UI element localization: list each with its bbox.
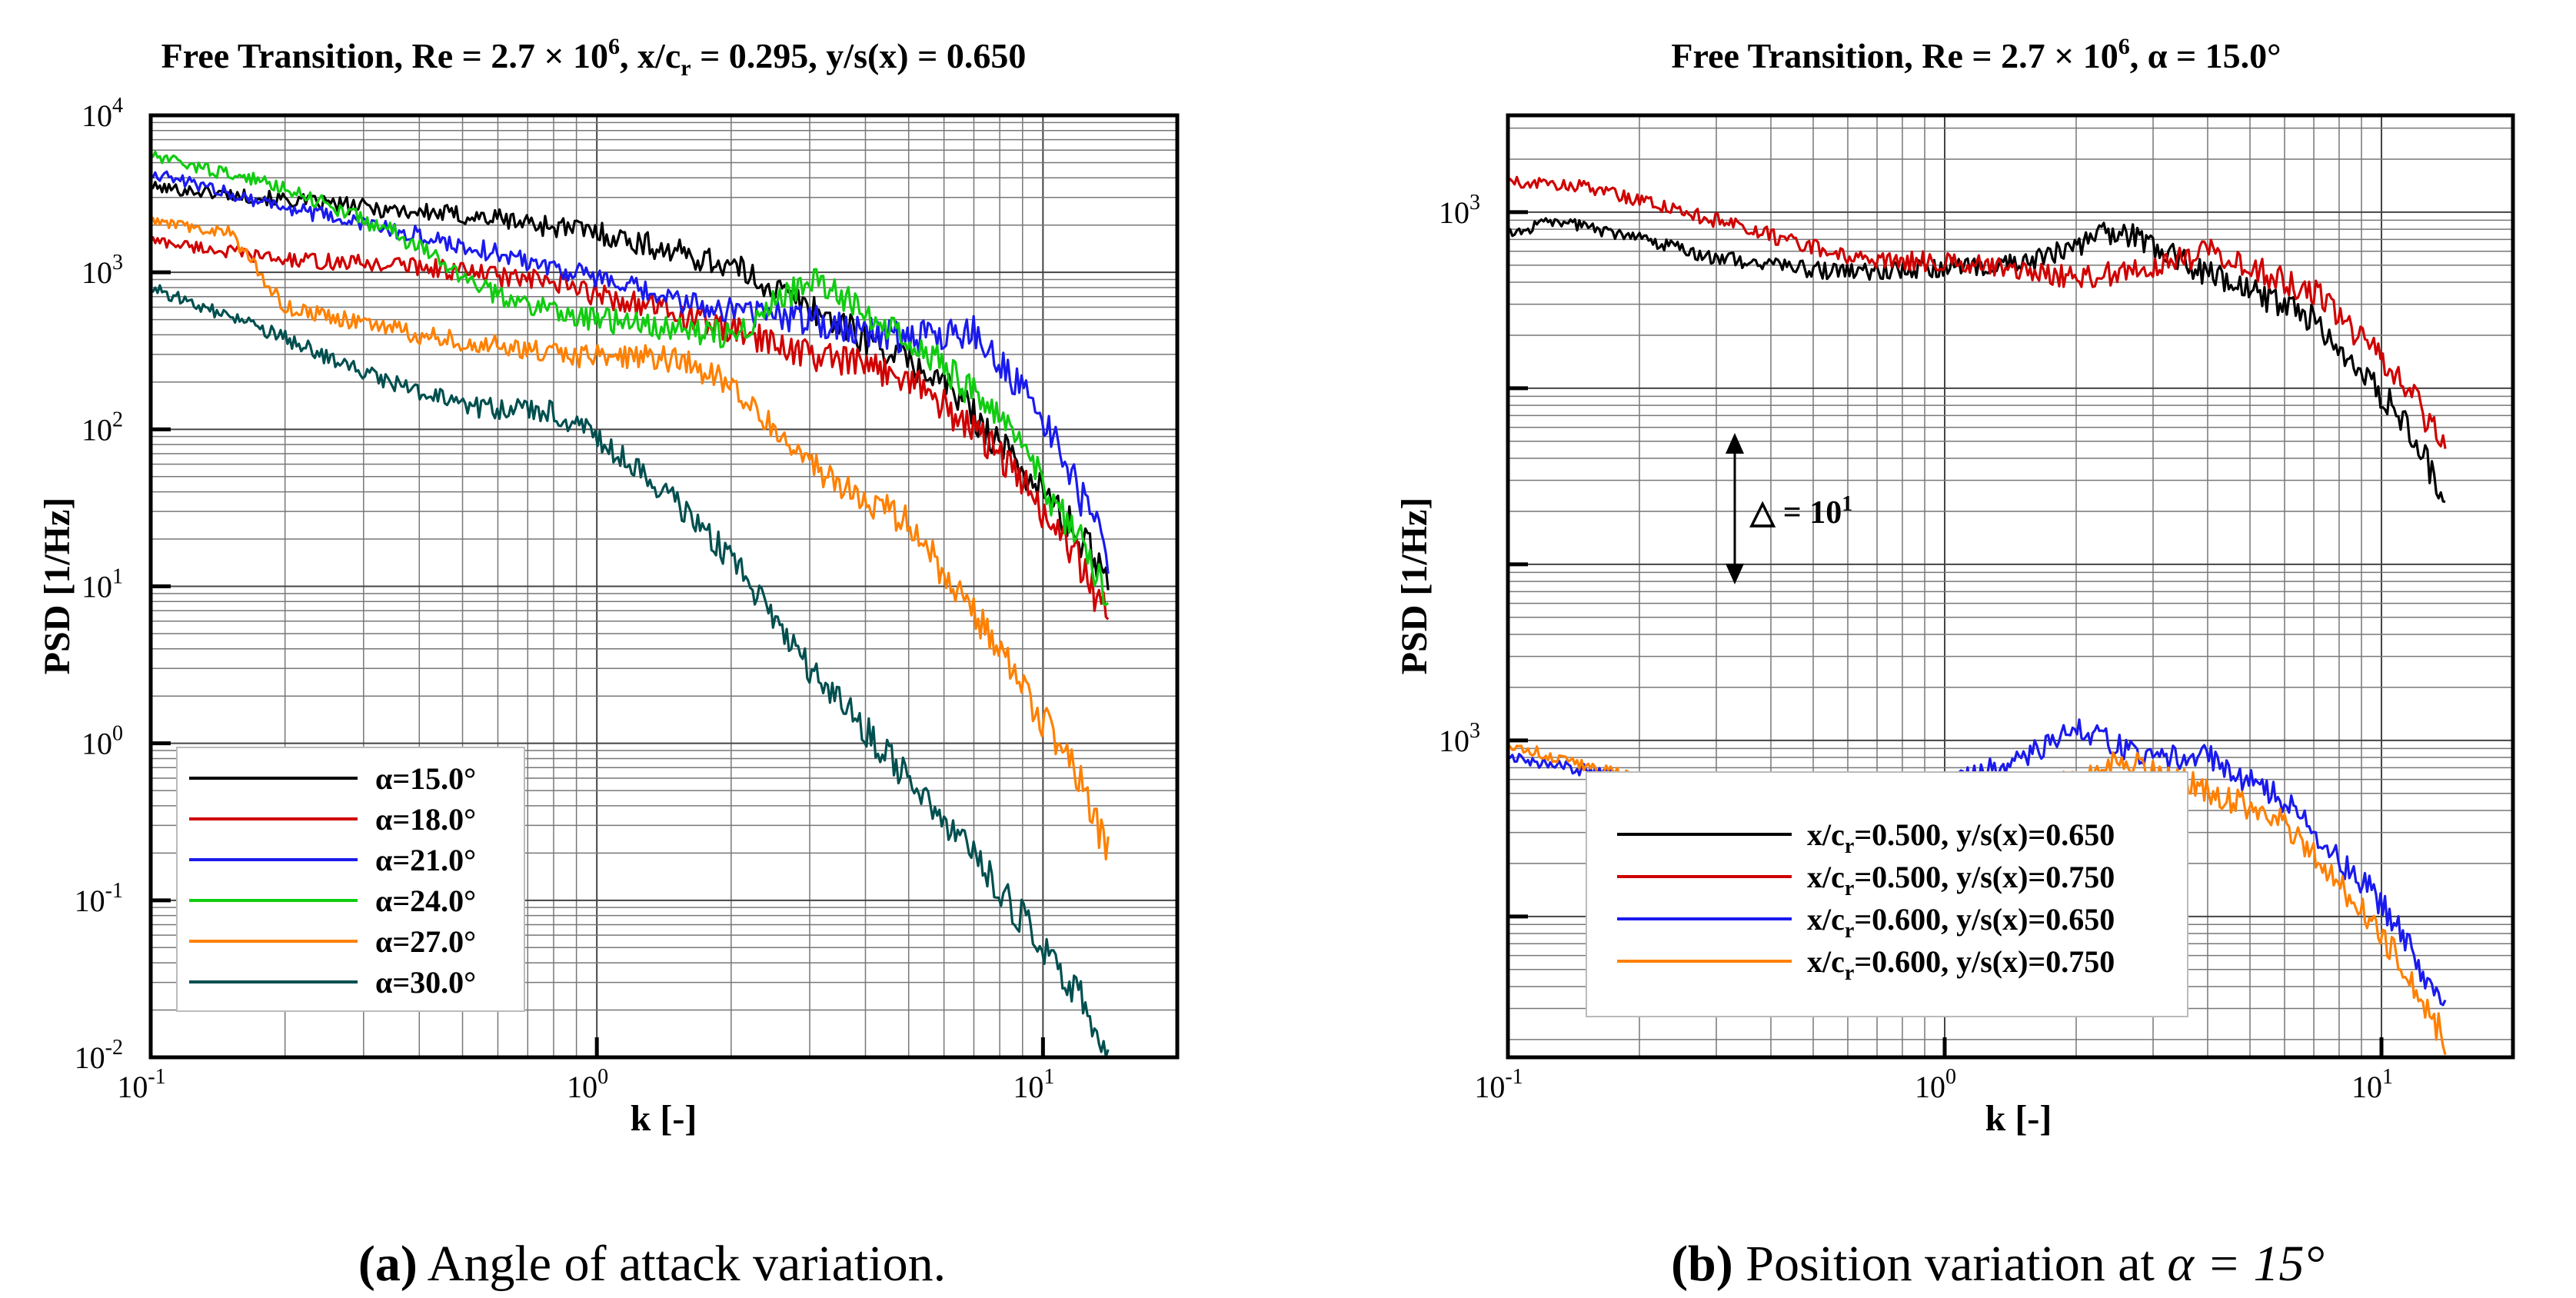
caption-b: (b) Position variation at α = 15° <box>1671 1236 2325 1292</box>
y-tick-label: 103 <box>82 251 123 290</box>
series-line-5 <box>149 216 1110 861</box>
x-tick-label: 100 <box>567 1065 608 1104</box>
panel-b-ylabel: PSD [1/Hz] <box>1394 498 1435 675</box>
series-line-2 <box>149 236 1110 621</box>
y-tick-label: 10-2 <box>75 1036 123 1075</box>
series-line-6 <box>149 284 1110 1058</box>
series-line-1 <box>1506 217 2446 504</box>
offset-label: △ = 101 <box>1749 492 1852 531</box>
legend-label: α=24.0° <box>375 884 476 918</box>
x-tick-label: 100 <box>1915 1065 1956 1104</box>
panel-a-legend: α=15.0° α=18.0° α=21.0° α=24.0° α=27.0° α=30.… <box>176 747 525 1012</box>
panel-a-legend-box <box>176 747 525 1012</box>
panel-b-offset-annotation: △ = 101 <box>1726 433 1852 584</box>
x-tick-label: 101 <box>1013 1065 1054 1104</box>
caption-a: (a) Angle of attack variation. <box>358 1236 946 1292</box>
y-tick-label: 103 <box>1439 719 1480 758</box>
legend-label: x/cr=0.500, y/s(x)=0.750 <box>1807 860 2115 900</box>
legend-label: α=27.0° <box>375 924 476 959</box>
panel-a: Free Transition, Re = 2.7 × 106, x/cr = … <box>37 34 1180 1139</box>
x-tick-label: 101 <box>2351 1065 2393 1104</box>
panel-b-plot-frame <box>1506 113 2515 1060</box>
series-line-3 <box>149 170 1110 574</box>
series-line-2 <box>1506 175 2447 449</box>
legend-label: x/cr=0.500, y/s(x)=0.650 <box>1807 817 2115 858</box>
panel-b-xlabel: k [-] <box>1985 1098 2052 1139</box>
panel-a-grid <box>150 115 1178 1058</box>
y-tick-label: 102 <box>82 408 123 447</box>
panel-a-title: Free Transition, Re = 2.7 × 106, x/cr = … <box>161 34 1027 81</box>
series-line-1 <box>150 181 1110 591</box>
legend-label: α=21.0° <box>375 843 476 877</box>
panel-a-series <box>149 150 1110 1058</box>
panel-b: Free Transition, Re = 2.7 × 106, α = 15.… <box>1394 34 2515 1139</box>
panel-a-ylabel: PSD [1/Hz] <box>37 498 78 675</box>
offset-arrow-head-up <box>1726 433 1744 454</box>
legend-label: α=18.0° <box>375 802 476 837</box>
y-tick-label: 10-1 <box>75 879 123 918</box>
legend-label: x/cr=0.600, y/s(x)=0.650 <box>1807 902 2115 943</box>
x-tick-label: 10-1 <box>117 1065 165 1104</box>
panel-a-xlabel: k [-] <box>631 1098 697 1139</box>
series-line-4 <box>150 150 1110 607</box>
legend-label: α=30.0° <box>375 965 476 1000</box>
y-tick-label: 101 <box>82 565 123 604</box>
x-tick-label: 10-1 <box>1474 1065 1523 1104</box>
y-tick-label: 100 <box>82 722 123 761</box>
legend-label: α=15.0° <box>375 761 476 796</box>
y-tick-label: 103 <box>1439 191 1480 230</box>
panel-b-title: Free Transition, Re = 2.7 × 106, α = 15.… <box>1671 34 2281 75</box>
offset-arrow-head-down <box>1726 564 1744 584</box>
panel-b-ticks: 10-1 100 101 103 103 <box>1439 191 2393 1104</box>
panel-b-legend-box <box>1586 771 2188 1017</box>
y-tick-label: 104 <box>82 94 123 133</box>
legend-label: x/cr=0.600, y/s(x)=0.750 <box>1807 944 2115 985</box>
